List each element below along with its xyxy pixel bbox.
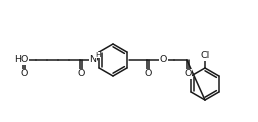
Text: N: N xyxy=(90,56,96,65)
Text: O: O xyxy=(160,56,167,65)
Text: O: O xyxy=(144,70,152,78)
Text: H: H xyxy=(95,52,101,58)
Text: O: O xyxy=(20,70,28,78)
Text: Cl: Cl xyxy=(200,51,209,61)
Text: HO: HO xyxy=(14,56,28,65)
Text: O: O xyxy=(77,70,85,78)
Text: O: O xyxy=(184,70,192,78)
